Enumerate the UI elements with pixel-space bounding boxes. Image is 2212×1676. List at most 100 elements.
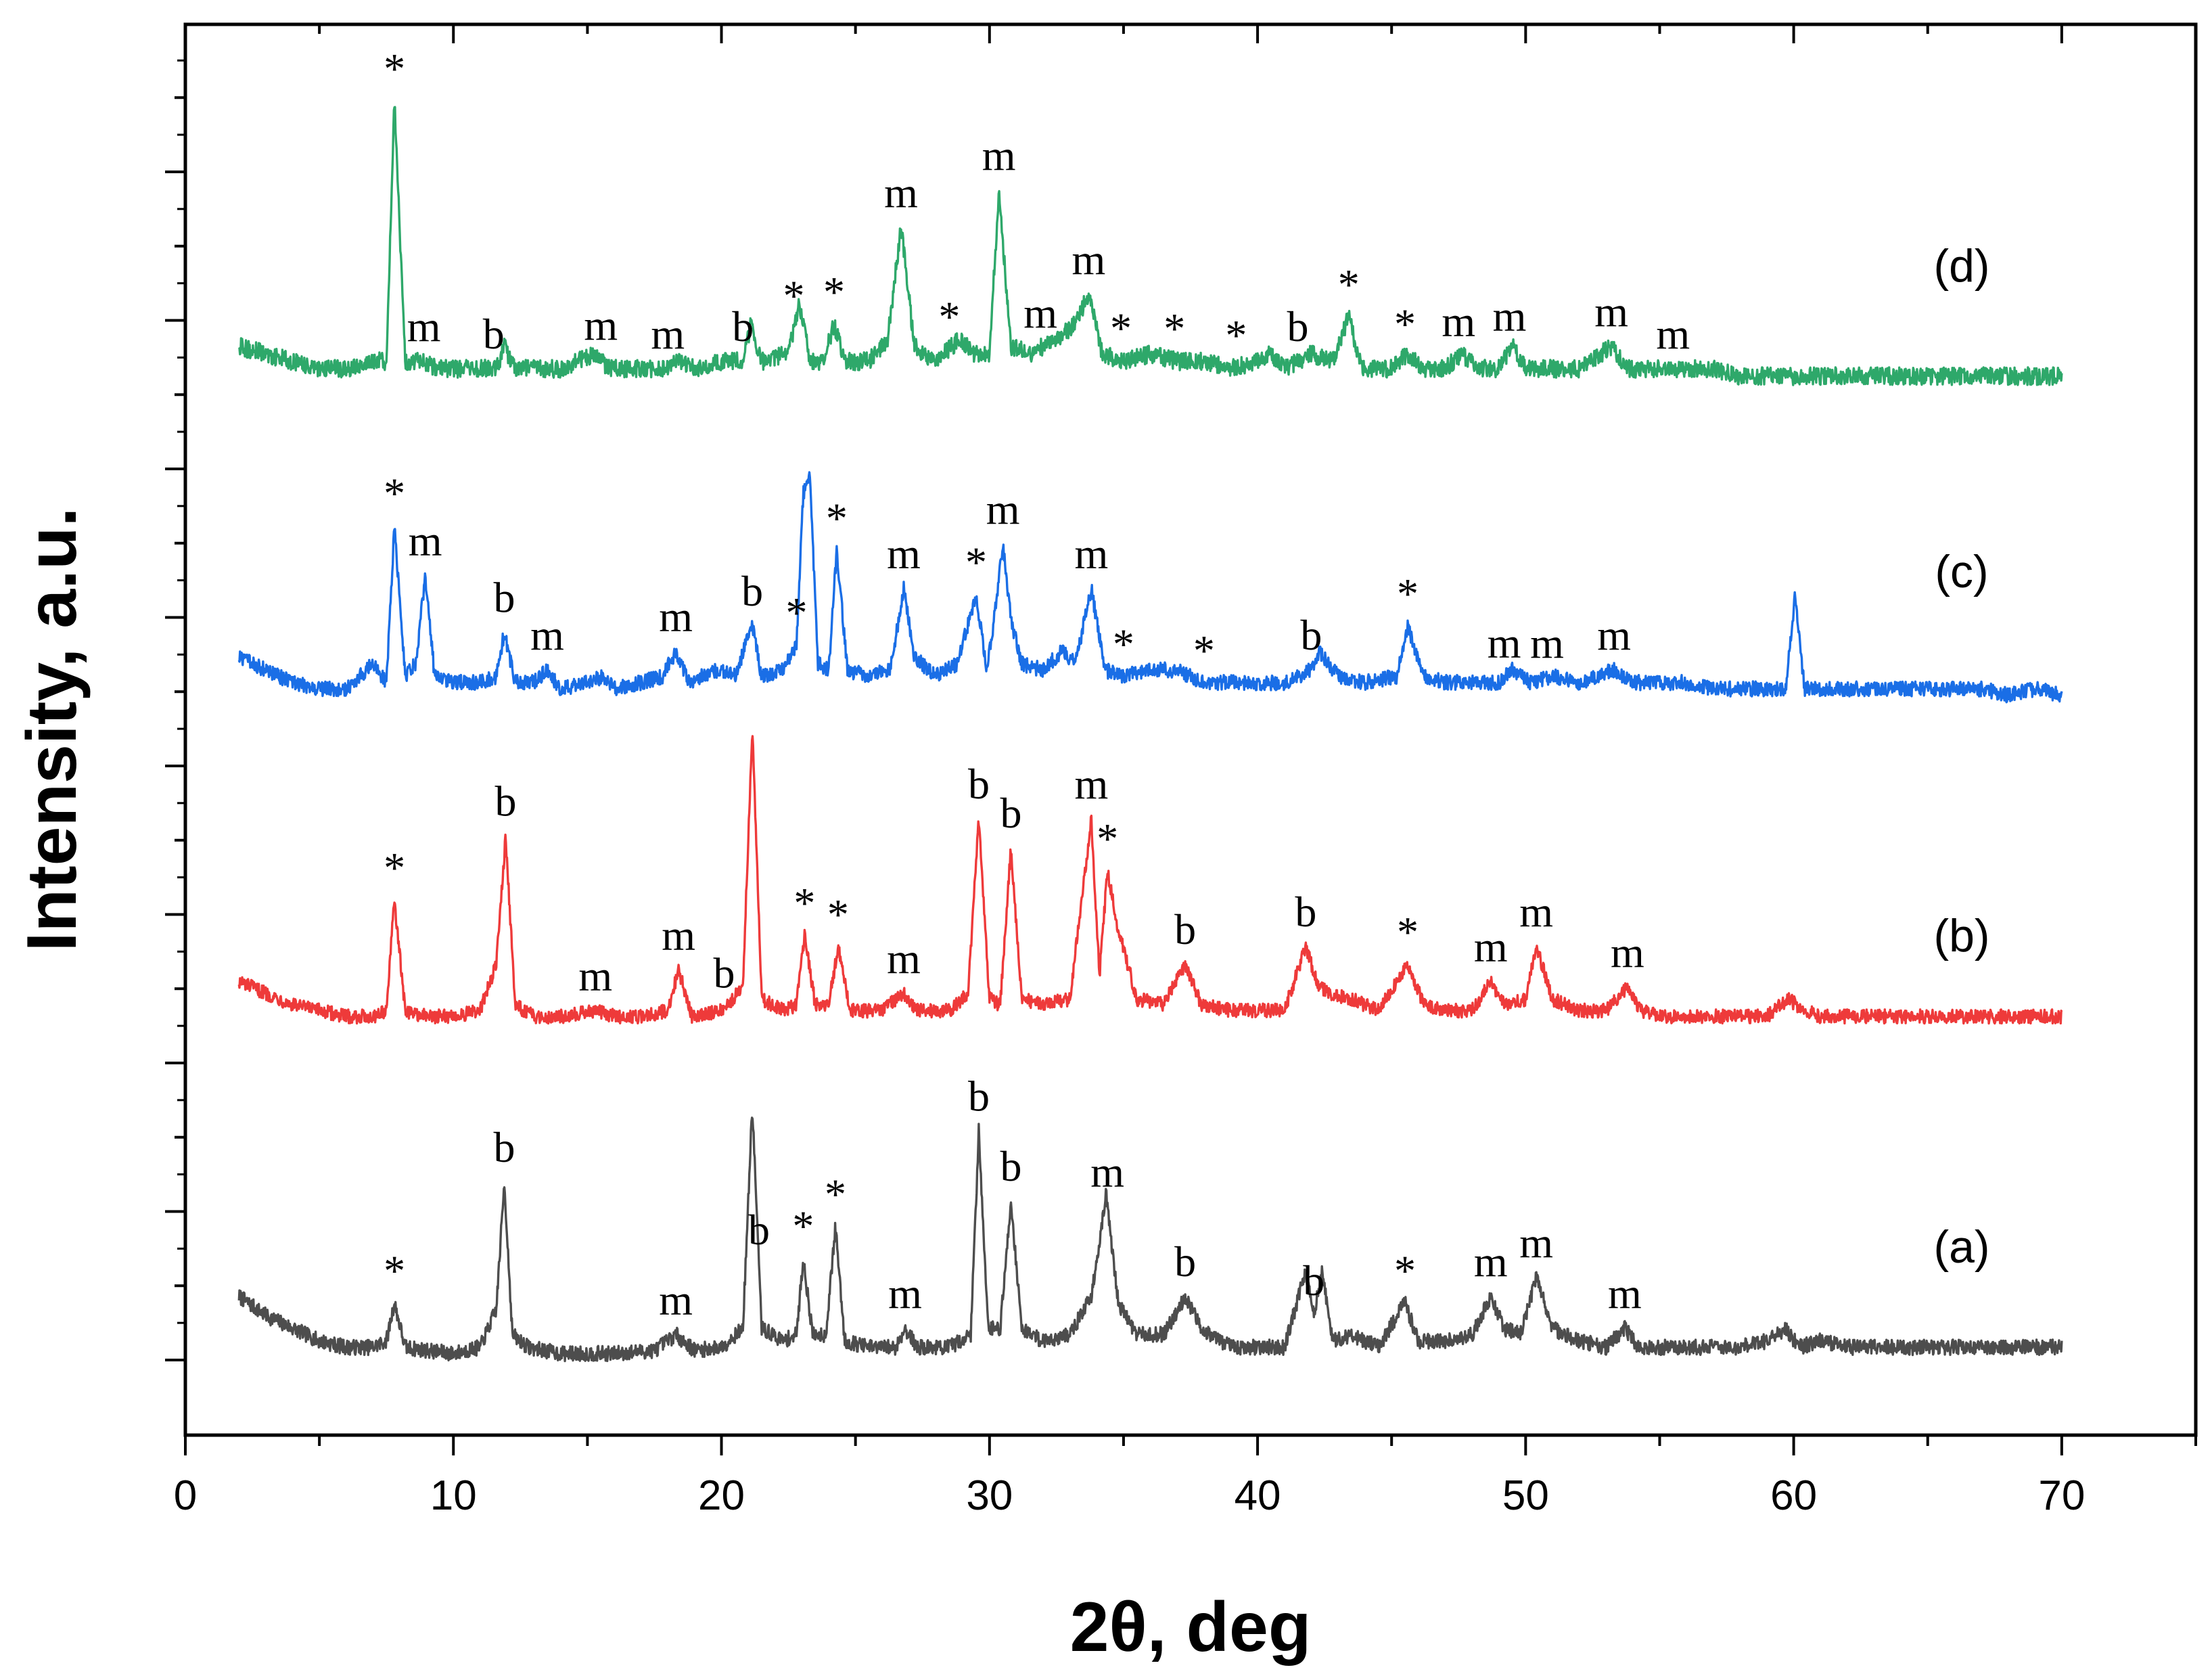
peak-label: b [483,310,505,358]
peak-label: b [1300,611,1322,659]
peak-label: * [826,495,848,543]
peak-label: * [827,890,849,938]
x-axis-ticks: 0 10 20 30 40 50 60 70 [174,24,2197,1519]
series-line-c [237,471,2063,704]
peak-label: m [887,529,921,577]
peak-label: m [1023,289,1057,337]
peak-label: b [1174,905,1196,953]
peak-label: b [1000,1142,1022,1190]
peak-label: m [982,131,1016,179]
peak-label: m [659,592,693,640]
peak-label: * [823,268,845,316]
peak-label: * [1397,570,1419,618]
peak-label: * [1110,304,1132,353]
peak-label: m [662,911,695,959]
peak-label: m [584,301,618,349]
peak-label: b [968,760,990,808]
peak-label: * [384,469,405,517]
x-tick-label: 40 [1235,1472,1281,1519]
peak-label: m [1530,619,1564,667]
peak-label: m [1594,288,1628,336]
peak-label: m [1608,1269,1642,1317]
series-label-b: (b) [1933,910,1989,961]
series-label-d: (d) [1933,240,1989,292]
peak-label: m [1597,611,1631,659]
peak-label: * [384,45,405,93]
peak-label: m [1519,1219,1553,1267]
peak-label: * [792,1202,814,1250]
peak-label: b [1174,1238,1196,1286]
series-line-d [237,106,2063,386]
x-tick-label: 20 [698,1472,745,1519]
peak-label: m [887,934,921,982]
x-tick-label: 70 [2038,1472,2085,1519]
peak-label: m [530,611,564,659]
peak-label: * [825,1171,846,1219]
peak-label: m [578,952,612,1000]
peak-label: * [384,1246,405,1294]
plot-frame [183,22,2198,1437]
peak-label: b [748,1206,770,1254]
series-label-a: (a) [1933,1221,1989,1273]
series-labels: (a) (b) (c) (d) [1933,240,1989,1273]
peak-label: * [785,589,807,637]
peak-label: b [495,777,517,825]
peak-label: m [888,1269,922,1317]
peak-label: * [1097,815,1118,863]
peak-label: m [1074,529,1108,577]
peak-label: m [1488,618,1521,666]
peak-label: m [659,1275,693,1323]
x-tick-label: 60 [1770,1472,1817,1519]
peak-label: b [968,1072,990,1120]
peak-label: b [1287,302,1309,350]
peak-label: b [1303,1256,1324,1305]
peak-label: m [1656,310,1690,358]
peak-label: * [1397,908,1419,956]
series-label-c: (c) [1935,546,1988,597]
peak-label: b [1000,789,1022,837]
peak-label: b [741,567,763,615]
peak-label: m [1519,888,1553,936]
peak-label: m [1474,1238,1508,1286]
peak-label: b [494,573,515,621]
peak-label: * [1193,627,1215,675]
peak-label: m [651,310,685,358]
peak-label: m [986,485,1020,533]
peak-label: b [494,1123,515,1171]
peak-label: m [1442,298,1475,346]
peak-label: b [713,949,735,997]
series-line-a [237,1116,2063,1363]
x-tick-label: 10 [430,1472,477,1519]
peak-label: m [1074,760,1108,808]
peak-label: * [1394,1246,1416,1294]
peak-label: * [783,272,805,320]
x-tick-label: 30 [966,1472,1013,1519]
peak-label: b [1295,888,1316,936]
peak-label: m [1090,1148,1124,1196]
x-tick-label: 50 [1502,1472,1549,1519]
peak-label: * [793,879,815,927]
series-layer [237,106,2063,1363]
peak-label: m [884,168,918,217]
peak-label: b [732,302,754,350]
peak-label: m [1474,923,1508,971]
y-axis-ticks [165,59,185,1361]
peak-label: m [407,302,441,350]
peak-label: * [384,844,405,892]
peak-label: m [409,517,442,565]
series-line-b [237,735,2063,1025]
peak-label: * [1394,300,1416,348]
peak-label: * [1338,261,1360,309]
peak-label: * [1163,304,1185,353]
peak-label: m [1493,292,1527,340]
peak-label: * [1113,620,1134,669]
y-axis-title: Intensity, a.u. [13,507,91,952]
peak-label: m [1611,928,1644,976]
peak-label: * [965,539,987,587]
x-tick-label: 0 [174,1472,197,1519]
x-axis-title: 2θ, deg [1070,1588,1312,1667]
peak-label: * [938,293,960,341]
peak-label: * [1225,311,1247,359]
